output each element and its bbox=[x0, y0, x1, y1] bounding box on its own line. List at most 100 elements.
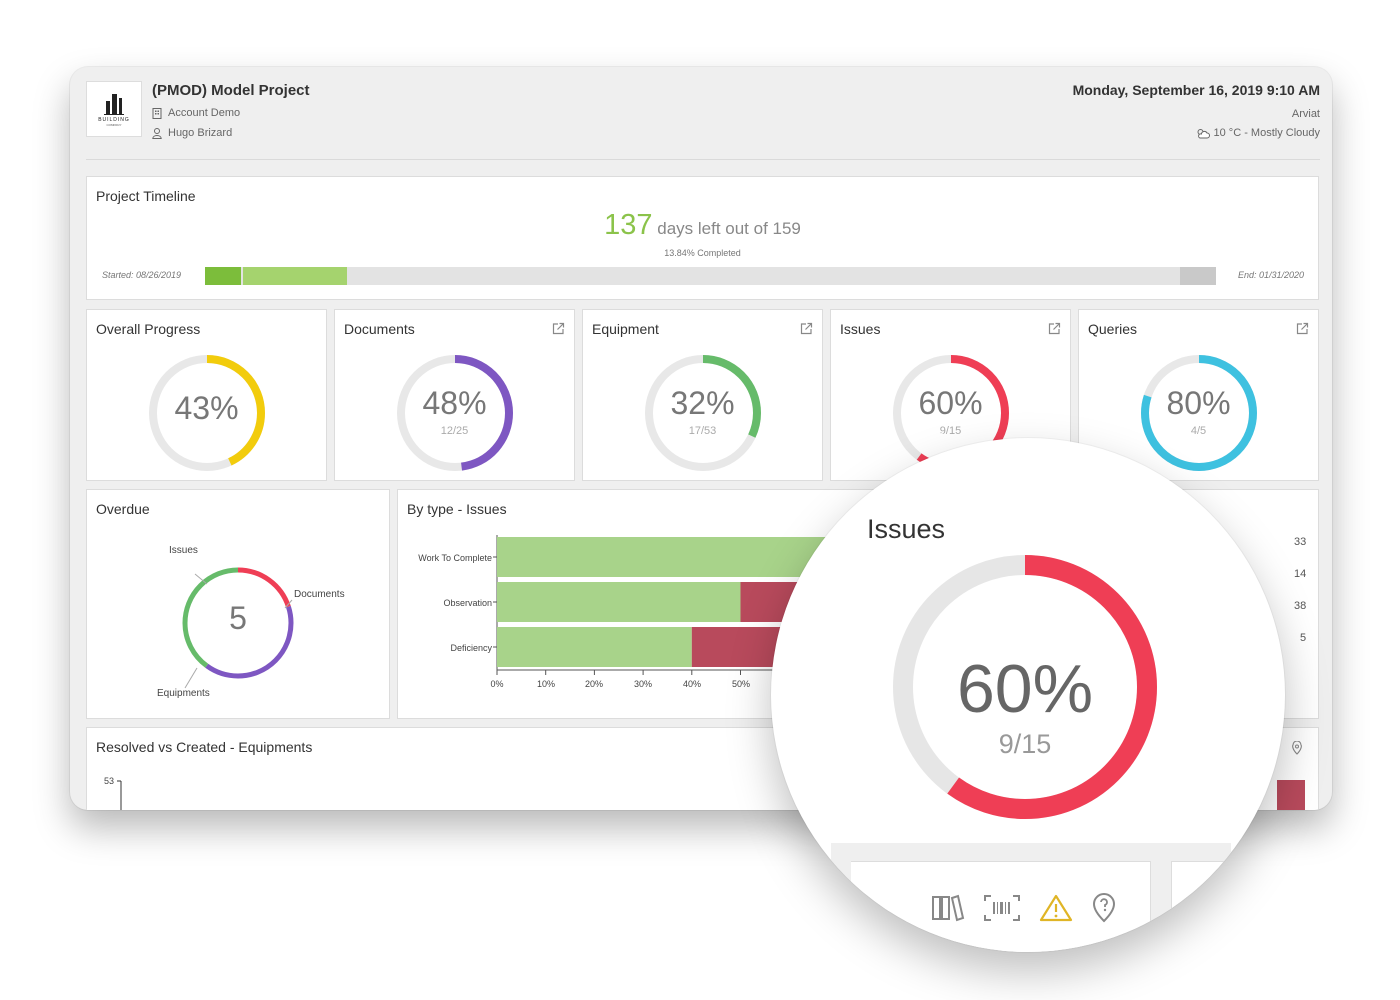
x-tick-label: 10% bbox=[536, 679, 555, 689]
company-logo: BUILDING COMPANY bbox=[86, 81, 142, 137]
user-name: Hugo Brizard bbox=[168, 127, 233, 139]
building-logo-icon bbox=[104, 94, 124, 115]
gauge-ring bbox=[644, 355, 761, 471]
timeline-start: Started: 08/26/2019 bbox=[102, 270, 182, 280]
bar-segment[interactable] bbox=[497, 627, 692, 667]
chart-bar-partial bbox=[1277, 780, 1305, 810]
overdue-label-issues: Issues bbox=[169, 545, 198, 556]
warning-icon[interactable] bbox=[1039, 893, 1073, 923]
equipment-card[interactable]: Equipment 32% 17/53 bbox=[582, 309, 823, 481]
external-link-icon[interactable] bbox=[1048, 322, 1061, 335]
bar-category-label: Observation bbox=[443, 598, 492, 608]
days-left-summary: 137 days left out of 159 bbox=[87, 209, 1318, 242]
bar-category-label: Deficiency bbox=[450, 643, 492, 653]
right-count: 33 bbox=[1294, 536, 1307, 548]
card-title: Documents bbox=[344, 321, 415, 337]
timeline-card: Project Timeline 137 days left out of 15… bbox=[86, 176, 1319, 300]
project-title: (PMOD) Model Project bbox=[152, 82, 310, 99]
gauge-arc bbox=[893, 555, 1157, 819]
gauge-sub: 12/25 bbox=[440, 425, 469, 437]
card-title: Issues bbox=[840, 321, 881, 337]
overdue-title: Overdue bbox=[96, 501, 150, 517]
logo-subtext: COMPANY bbox=[106, 123, 122, 127]
user-line: Hugo Brizard bbox=[152, 127, 232, 139]
card-title: Equipment bbox=[592, 321, 659, 337]
overdue-donut-chart bbox=[182, 567, 294, 689]
timeline-end: End: 01/31/2020 bbox=[1237, 270, 1304, 280]
x-tick-label: 40% bbox=[682, 679, 701, 689]
overdue-segment bbox=[182, 567, 294, 679]
city-name: Arviat bbox=[1291, 108, 1320, 120]
y-axis-top-label: 53 bbox=[104, 776, 115, 786]
timeline-title: Project Timeline bbox=[96, 188, 196, 204]
x-tick-label: 30% bbox=[633, 679, 652, 689]
issues-card[interactable]: Issues 60% 9/15 bbox=[830, 309, 1071, 481]
card-title: Queries bbox=[1088, 321, 1138, 337]
weather-line: 10 °C - Mostly Cloudy bbox=[1196, 127, 1321, 139]
overdue-label-documents: Documents bbox=[294, 589, 345, 600]
queries-card[interactable]: Queries 80% 4/5 bbox=[1078, 309, 1319, 481]
overdue-total: 5 bbox=[229, 600, 247, 636]
magnifier-title: Issues bbox=[867, 514, 946, 544]
building-icon bbox=[152, 107, 162, 119]
queries-gauge: 80% 4/5 bbox=[1140, 355, 1257, 471]
gauge-ring bbox=[148, 355, 265, 471]
x-tick-label: 0% bbox=[490, 679, 504, 689]
magnifier-toolbar bbox=[931, 893, 1117, 923]
gauge-ring bbox=[1140, 355, 1257, 471]
leader-line bbox=[194, 573, 208, 585]
gauge-arc bbox=[1140, 355, 1257, 471]
timeline-end-cap bbox=[1180, 267, 1216, 285]
overdue-label-equipments: Equipments bbox=[157, 688, 210, 699]
location-question-icon[interactable] bbox=[1091, 893, 1117, 923]
right-count: 14 bbox=[1294, 568, 1307, 580]
bar-segment[interactable] bbox=[497, 582, 741, 622]
y-axis-line bbox=[117, 780, 122, 810]
overdue-segment bbox=[182, 567, 294, 679]
resolved-title: Resolved vs Created - Equipments bbox=[96, 739, 313, 755]
right-count: 38 bbox=[1294, 600, 1307, 612]
gauge-arc bbox=[148, 355, 265, 471]
overdue-card: Overdue Issues Documents Equipments 5 bbox=[86, 489, 390, 719]
issues-magnifier: Issues 60% 9/15 bbox=[771, 438, 1285, 952]
gauge-arc bbox=[396, 355, 513, 471]
documents-card[interactable]: Documents 48% 12/25 bbox=[334, 309, 575, 481]
magnifier-value: 60% bbox=[956, 651, 1094, 727]
barcode-icon[interactable] bbox=[983, 893, 1021, 923]
gauge-sub: 4/5 bbox=[1190, 425, 1207, 437]
logo-text: BUILDING bbox=[98, 117, 130, 123]
by-type-title: By type - Issues bbox=[407, 501, 507, 517]
account-name: Account Demo bbox=[168, 107, 241, 119]
gauge-value: 32% bbox=[670, 385, 735, 421]
documents-gauge: 48% 12/25 bbox=[396, 355, 513, 471]
header-divider bbox=[86, 159, 1320, 160]
bar-category-label: Work To Complete bbox=[418, 553, 492, 563]
weather-text: 10 °C - Mostly Cloudy bbox=[1213, 127, 1321, 139]
gauge-value: 80% bbox=[1166, 385, 1231, 421]
timeline-elapsed-fill bbox=[243, 267, 347, 285]
external-link-icon[interactable] bbox=[1296, 322, 1309, 335]
account-line: Account Demo bbox=[152, 107, 240, 119]
library-icon[interactable] bbox=[931, 893, 965, 923]
overall-progress-card: Overall Progress 43% bbox=[86, 309, 327, 481]
days-left-text: days left out of 159 bbox=[657, 219, 801, 238]
location-icon[interactable] bbox=[1290, 741, 1304, 755]
timeline-progress-bar bbox=[205, 267, 1216, 285]
external-link-icon[interactable] bbox=[800, 322, 813, 335]
days-left-number: 137 bbox=[604, 209, 653, 241]
user-icon bbox=[152, 127, 162, 139]
magnifier-issues-gauge: 60% 9/15 bbox=[893, 555, 1157, 819]
overall-progress-gauge: 43% bbox=[148, 355, 265, 471]
card-title: Overall Progress bbox=[96, 321, 201, 337]
leader-line bbox=[284, 599, 293, 609]
x-tick-label: 20% bbox=[584, 679, 603, 689]
gauge-value: 60% bbox=[918, 385, 983, 421]
right-count: 5 bbox=[1300, 632, 1307, 644]
leader-line bbox=[184, 667, 198, 689]
gauge-sub: 17/53 bbox=[688, 425, 717, 437]
gauge-sub: 9/15 bbox=[939, 425, 962, 437]
external-link-icon[interactable] bbox=[552, 322, 565, 335]
equipment-gauge: 32% 17/53 bbox=[644, 355, 761, 471]
magnifier-gauge-ring bbox=[893, 555, 1157, 819]
gauge-arc bbox=[644, 355, 761, 471]
